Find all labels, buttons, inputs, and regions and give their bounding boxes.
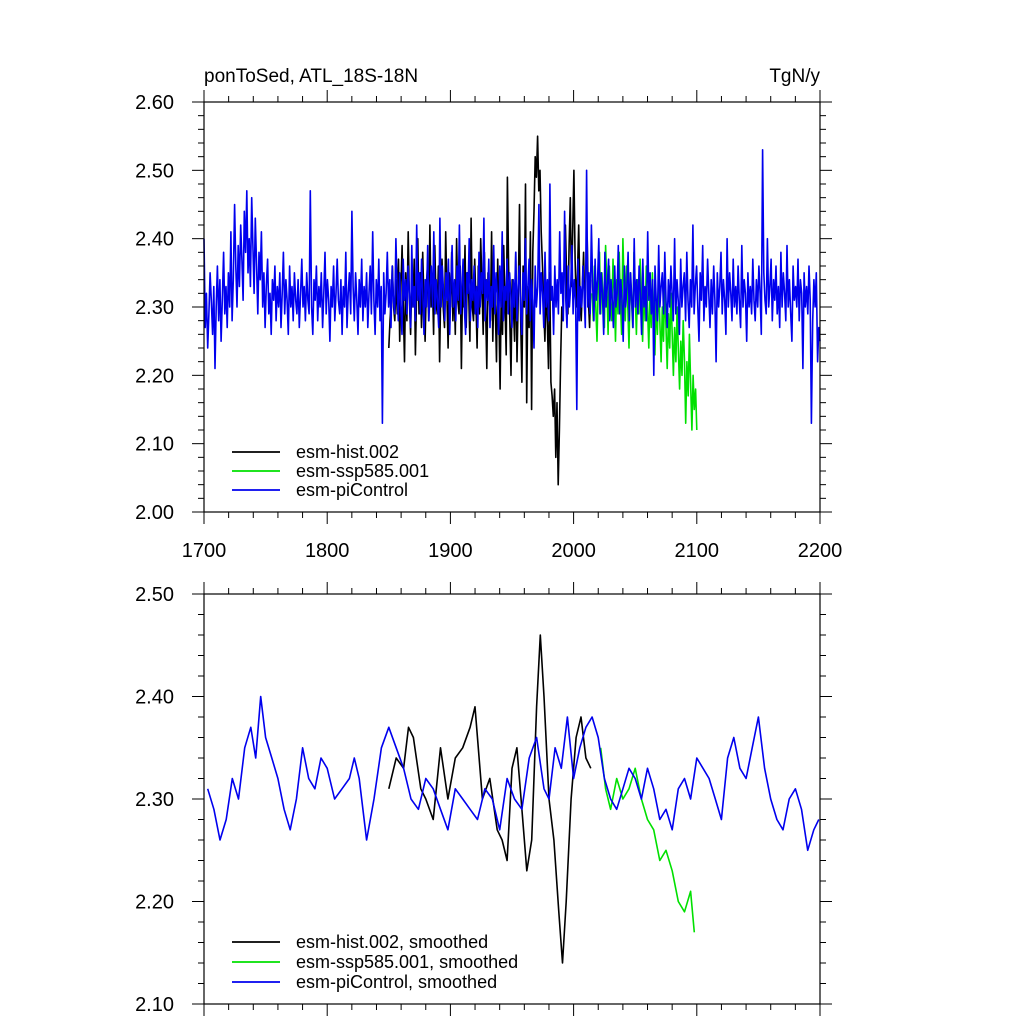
top-y-tick-label: 2.00 [135,502,174,524]
bottom-y-tick-label: 2.10 [135,994,174,1016]
series-ssp-line [599,747,696,933]
top-chart-panel: ponToSed, ATL_18S-18N TgN/y 2.00 2.10 2.20… [135,66,842,562]
top-x-tick-label: 1900 [428,540,473,562]
series-pi-line [206,695,820,852]
top-x-tick-label: 1700 [182,540,227,562]
bottom-y-tick-labels: 2.10 2.20 2.30 2.40 2.50 [135,584,174,1016]
bottom-y-tick-label: 2.50 [135,584,174,606]
top-series-lines [203,135,821,486]
top-x-tick-label: 2000 [551,540,596,562]
bottom-series-lines [206,634,820,964]
series-pi-line [203,149,821,425]
legend-label-pi: esm-piControl [296,480,408,500]
top-x-tick-label: 1800 [305,540,350,562]
top-axis-ticks [192,90,832,524]
bottom-y-tick-label: 2.20 [135,892,174,914]
top-y-tick-label: 2.30 [135,297,174,319]
top-y-tick-label: 2.10 [135,434,174,456]
top-x-tick-labels: 1700 1800 1900 2000 2100 2200 [182,540,843,562]
legend-label-ssp: esm-ssp585.001, smoothed [296,952,518,972]
bottom-y-tick-label: 2.40 [135,687,174,709]
legend-label-hist: esm-hist.002, smoothed [296,932,488,952]
legend-label-ssp: esm-ssp585.001 [296,461,429,481]
top-y-tick-labels: 2.00 2.10 2.20 2.30 2.40 2.50 2.60 [135,92,174,524]
top-y-tick-label: 2.50 [135,160,174,182]
bottom-chart-panel: 2.10 2.20 2.30 2.40 2.50 esm-hist.002, smoot… [135,582,832,1016]
top-y-tick-label: 2.40 [135,229,174,251]
top-x-tick-label: 2200 [798,540,843,562]
chart-title: ponToSed, ATL_18S-18N [204,66,418,87]
bottom-plot-frame [203,593,821,1005]
legend-label-pi: esm-piControl, smoothed [296,972,497,992]
bottom-y-tick-label: 2.30 [135,789,174,811]
top-plot-frame [203,101,821,513]
top-y-tick-label: 2.20 [135,365,174,387]
chart-units: TgN/y [769,66,820,87]
bottom-axis-ticks [192,582,832,1016]
series-hist-line [388,634,592,964]
legend-label-hist: esm-hist.002 [296,442,399,462]
top-y-tick-label: 2.60 [135,92,174,114]
top-x-tick-label: 2100 [675,540,720,562]
